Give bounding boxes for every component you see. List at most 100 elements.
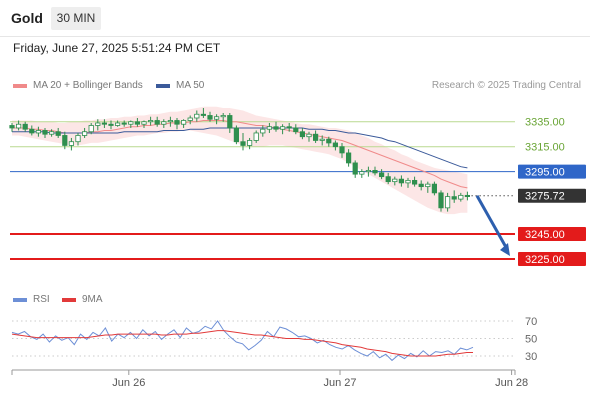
candle-body [88,125,94,133]
candle-body [339,146,345,154]
legend-rsi-label: RSI [33,294,50,305]
candle-body [161,121,167,125]
legend-rsi-ma: 9MA [62,294,103,305]
candle-body [444,196,451,209]
candle-body [372,170,378,174]
candle-body [359,171,365,175]
candle-body [213,116,220,120]
candle-body [405,179,411,184]
candle-body [141,121,147,125]
candle-body [147,120,154,123]
rsi-line [11,320,474,362]
candle-body [266,126,273,130]
candle-body [115,122,121,126]
candle-body [68,141,74,146]
candle-body [128,121,134,125]
credit-text: Research © 2025 Trading Central [431,80,581,91]
candle-body [22,123,28,130]
candle-body [220,115,226,118]
candle-body [458,194,464,200]
candle-body [312,133,319,141]
candle-body [29,128,35,134]
candle-body [82,131,88,136]
rsi-ma-swatch-icon [62,297,76,302]
rsi-level-label: 70 [525,316,537,328]
candle-body [95,122,101,126]
rsi-level-label: 50 [525,334,537,346]
candle-body [200,113,206,116]
candle-body [464,194,471,198]
candle-body [174,120,180,125]
timestamp: Friday, June 27, 2025 5:51:24 PM CET [13,41,221,55]
candle-body [167,120,173,123]
candle-body [194,113,200,119]
rsi-ma-line [11,330,473,357]
candle-body [365,170,372,173]
ma20-line [12,120,468,189]
ma50-line [12,127,468,169]
candle-body [438,192,444,209]
bollinger-band [12,106,468,215]
candle-body [345,152,352,164]
last-price-label-box [518,188,586,203]
candle-body [62,135,68,146]
top-bar: Gold 30 MIN [0,0,590,37]
candle-body [240,141,246,146]
candle-body [451,196,457,200]
candle-body [352,162,358,175]
legend-rsi: RSI [13,294,50,305]
candle-body [293,127,299,133]
candle-body [121,122,127,125]
candle-body [42,130,48,135]
candles [9,108,471,212]
candle-body [299,131,306,138]
candle-body [392,178,398,183]
candle-body [246,140,253,146]
level-label: 3225.00 [525,254,565,266]
level-label-box [518,164,586,179]
candle-body [75,135,81,143]
candle-body [108,123,114,126]
candle-body [398,178,405,184]
candle-body [418,183,424,188]
x-tick-label: Jun 28 [495,377,528,389]
candle-body [378,172,385,178]
candle-body [233,127,239,143]
candle-body [35,130,42,134]
symbol-title: Gold [11,10,43,26]
candle-body [260,128,266,134]
candle-body [332,142,339,148]
candle-body [187,117,193,121]
candle-body [9,125,15,129]
candle-body [15,123,22,129]
candle-body [286,126,292,129]
candle-body [101,122,107,125]
candle-body [207,115,213,120]
candle-body [431,183,438,194]
candle-body [253,132,259,141]
candle-body [385,176,391,183]
candle-body [49,131,55,135]
legend-ma20-label: MA 20 + Bollinger Bands [33,80,143,91]
candle-body [279,126,286,130]
legend-rsi-ma-label: 9MA [82,294,103,305]
candle-body [306,133,312,138]
candle-body [154,120,160,125]
x-tick-label: Jun 26 [112,377,145,389]
legend-ma50: MA 50 [156,80,204,91]
ma50-swatch-icon [156,83,170,88]
candle-body [227,115,233,129]
level-label-box [518,252,586,267]
level-label: 3335.00 [525,117,565,129]
last-price-label: 3275.72 [525,191,565,203]
candle-body [326,138,332,144]
forecast-arrowhead [500,243,510,257]
candle-body [273,126,279,130]
candle-body [411,179,418,185]
legend-ma50-label: MA 50 [176,80,205,91]
candle-body [425,183,431,188]
x-tick-label: Jun 27 [323,377,356,389]
timeframe-button[interactable]: 30 MIN [51,7,101,30]
level-label: 3245.00 [525,229,565,241]
